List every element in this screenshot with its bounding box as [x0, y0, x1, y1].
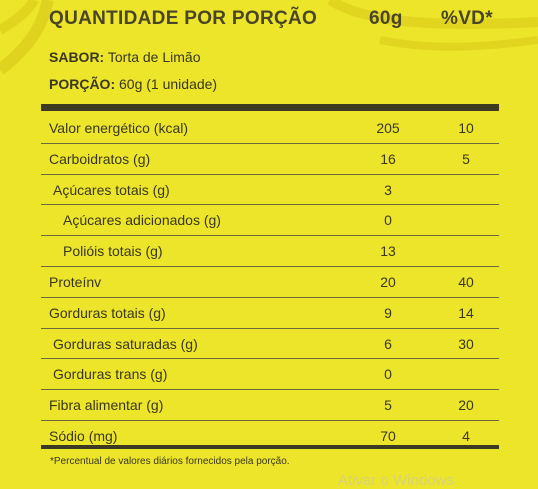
flavor-label: SABOR: — [49, 49, 105, 65]
nutrient-quantity: 0 — [384, 366, 392, 383]
serving-line: PORÇÃO: 60g (1 unidade) — [49, 76, 217, 92]
nutrient-label: Valor energético (kcal) — [49, 120, 189, 136]
nutrient-label: Polióis totais (g) — [63, 243, 163, 260]
nutrient-vd: 4 — [462, 427, 470, 444]
nutrient-quantity: 16 — [380, 150, 396, 167]
header-quantity: 60g — [369, 8, 403, 29]
nutrient-label: Carboidratos (g) — [49, 150, 151, 167]
nutrient-quantity: 0 — [384, 212, 392, 229]
table-row: Sódio (mg) 70 4 — [41, 421, 499, 451]
top-rule — [41, 104, 499, 111]
header-vd: %VD* — [441, 8, 493, 29]
nutrient-label: Açúcares adicionados (g) — [63, 212, 221, 229]
table-row: Carboidratos (g) 16 5 — [41, 144, 499, 175]
nutrient-label: Gorduras totais (g) — [49, 304, 166, 321]
footnote: *Percentual de valores diários fornecido… — [50, 456, 290, 467]
nutrient-quantity: 9 — [384, 304, 392, 321]
flavor-value: Torta de Limão — [107, 49, 201, 65]
nutrition-rows: Valor energético (kcal) 205 10 Carboidratos… — [41, 113, 499, 451]
os-watermark: Ativar o Windows — [338, 472, 454, 489]
bottom-rule — [41, 445, 499, 449]
table-header: QUANTIDADE POR PORÇÃO 60g %VD* — [49, 6, 509, 34]
nutrient-label: Açúcares totais (g) — [53, 181, 170, 198]
nutrient-label: Gorduras saturadas (g) — [53, 335, 198, 352]
nutrient-quantity: 70 — [380, 427, 396, 444]
nutrient-vd: 14 — [458, 304, 474, 321]
table-row: Valor energético (kcal) 205 10 — [41, 113, 499, 144]
table-row: Gorduras totais (g) 9 14 — [41, 298, 499, 329]
table-row: Fibra alimentar (g) 5 20 — [41, 390, 499, 421]
table-row: Gorduras trans (g) 0 — [41, 359, 499, 391]
nutrient-quantity: 3 — [384, 181, 392, 198]
serving-label: PORÇÃO: — [49, 76, 116, 92]
table-row: Polióis totais (g) 13 — [41, 236, 499, 267]
nutrient-vd: 20 — [458, 397, 474, 414]
nutrient-vd: 10 — [458, 120, 474, 136]
header-title: QUANTIDADE POR PORÇÃO — [49, 8, 318, 29]
nutrient-quantity: 5 — [384, 397, 392, 414]
nutrient-quantity: 6 — [384, 335, 392, 352]
nutrient-label: Fibra alimentar (g) — [49, 397, 164, 414]
nutrient-quantity: 205 — [376, 120, 400, 136]
nutrient-label: Gorduras trans (g) — [53, 366, 168, 383]
nutrient-quantity: 20 — [380, 273, 396, 290]
flavor-line: SABOR: Torta de Limão — [49, 49, 200, 65]
serving-value: 60g (1 unidade) — [119, 76, 218, 92]
nutrient-label: Sódio (mg) — [49, 427, 118, 444]
table-row: Açúcares adicionados (g) 0 — [41, 205, 499, 237]
nutrient-quantity: 13 — [380, 243, 396, 260]
nutrient-label: Proteínv — [49, 273, 102, 290]
nutrient-vd: 30 — [458, 335, 474, 352]
nutrient-vd: 5 — [462, 150, 470, 167]
table-row: Açúcares totais (g) 3 — [41, 175, 499, 206]
table-row: Proteínv 20 40 — [41, 267, 499, 298]
table-row: Gorduras saturadas (g) 6 30 — [41, 329, 499, 360]
nutrient-vd: 40 — [458, 273, 474, 290]
